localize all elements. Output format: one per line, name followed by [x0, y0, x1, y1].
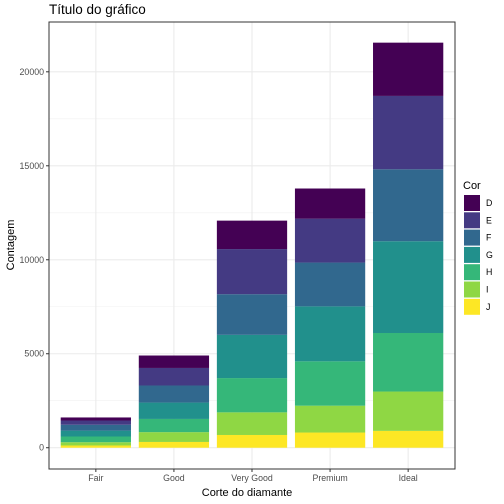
- bar-segment-fair-e: [60, 420, 131, 425]
- y-tick-label: 20000: [20, 67, 45, 77]
- y-tick-label: 0: [39, 443, 44, 453]
- bar-segment-good-j: [138, 441, 210, 448]
- x-tick-label: Ideal: [399, 473, 418, 483]
- bar-segment-very-good-g: [216, 334, 288, 379]
- bar-segment-ideal-h: [373, 332, 444, 392]
- chart-title: Título do gráfico: [49, 2, 146, 17]
- bar-segment-ideal-e: [373, 95, 444, 170]
- legend-label-f: F: [486, 233, 492, 243]
- bar-segment-very-good-h: [216, 378, 288, 413]
- bar-segment-good-i: [138, 432, 210, 442]
- y-tick-label: 10000: [20, 255, 45, 265]
- bar-segment-very-good-e: [216, 249, 288, 295]
- legend-label-d: D: [486, 198, 492, 208]
- bar-segment-fair-d: [60, 417, 131, 421]
- legend-label-e: E: [486, 215, 492, 225]
- bar-segment-fair-i: [60, 442, 131, 446]
- bar-segment-premium-f: [294, 262, 366, 307]
- bars: [60, 42, 444, 448]
- legend-key-j: [464, 298, 480, 315]
- legend-label-g: G: [486, 250, 493, 260]
- bar-segment-premium-i: [294, 405, 366, 433]
- bar-segment-premium-j: [294, 432, 366, 448]
- bar-segment-good-g: [138, 402, 210, 419]
- x-tick-label: Premium: [312, 473, 347, 483]
- legend-label-h: H: [486, 267, 492, 277]
- bar-segment-ideal-g: [373, 241, 444, 333]
- x-tick-label: Very Good: [231, 473, 273, 483]
- bar-segment-premium-d: [294, 188, 366, 219]
- bar-segment-very-good-i: [216, 412, 288, 435]
- legend-key-f: [464, 229, 480, 246]
- bar-segment-very-good-d: [216, 220, 288, 250]
- bar-segment-ideal-i: [373, 391, 444, 431]
- legend-key-g: [464, 246, 480, 263]
- legend-key-e: [464, 212, 480, 229]
- bar-segment-very-good-f: [216, 294, 288, 335]
- y-axis: 0 5000 10000 15000 20000: [20, 67, 49, 453]
- legend-title: Cor: [463, 180, 481, 192]
- x-axis: Fair Good Very Good Premium Ideal: [88, 469, 418, 483]
- y-tick-label: 15000: [20, 161, 45, 171]
- bar-segment-good-f: [138, 385, 210, 403]
- bar-segment-very-good-j: [216, 434, 288, 448]
- bar-segment-premium-h: [294, 361, 366, 406]
- bar-segment-good-d: [138, 355, 210, 368]
- bar-segment-ideal-f: [373, 169, 444, 242]
- bar-segment-fair-g: [60, 430, 131, 437]
- legend-key-i: [464, 281, 480, 298]
- bar-segment-ideal-d: [373, 42, 444, 96]
- y-tick-label: 5000: [24, 349, 44, 359]
- legend-key-h: [464, 264, 480, 281]
- bar-segment-fair-f: [60, 424, 131, 431]
- x-tick-label: Good: [163, 473, 185, 483]
- legend-key-d: [464, 195, 480, 211]
- y-axis-label: Contagem: [5, 220, 17, 271]
- bar-segment-fair-h: [60, 436, 131, 443]
- bar-segment-fair-j: [60, 445, 131, 448]
- bar-segment-ideal-j: [373, 430, 444, 448]
- bar-segment-premium-e: [294, 218, 366, 263]
- x-tick-label: Fair: [88, 473, 103, 483]
- legend-label-j: J: [486, 302, 490, 312]
- x-axis-label: Corte do diamante: [202, 487, 293, 499]
- bar-segment-good-h: [138, 418, 210, 433]
- bar-segment-good-e: [138, 367, 210, 386]
- bar-segment-premium-g: [294, 306, 366, 362]
- legend-label-i: I: [486, 285, 488, 295]
